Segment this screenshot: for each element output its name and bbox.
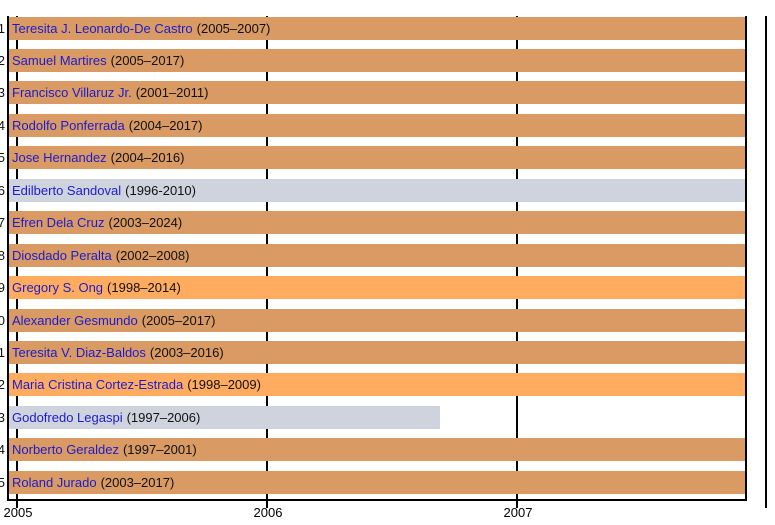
row-number: 5 <box>0 150 5 166</box>
row-number: 2 <box>0 52 5 68</box>
justice-name-link[interactable]: Teresita V. Diaz-Baldos <box>12 345 146 360</box>
justice-name-link[interactable]: Efren Dela Cruz <box>12 215 105 231</box>
row-number: 3 <box>0 85 5 101</box>
tenure-bar: Samuel Martires (2005–2017) <box>9 48 745 72</box>
axis-right-border <box>745 16 747 501</box>
term-years: (1997–2001) <box>122 442 197 458</box>
tenure-bar: Diosdado Peralta (2002–2008) <box>9 243 745 267</box>
tenure-bar: Efren Dela Cruz (2003–2024) <box>9 211 745 235</box>
justice-name-link[interactable]: Diosdado Peralta <box>12 247 112 263</box>
term-years: (2002–2008) <box>115 247 190 263</box>
tenure-bar: Teresita J. Leonardo-De Castro (2005–2007… <box>9 16 745 40</box>
justice-name-link[interactable]: Jose Hernandez <box>12 150 107 166</box>
gridline-2008 <box>765 16 767 508</box>
justice-name-link[interactable]: Godofredo Legaspi <box>12 409 123 425</box>
axis-tick-label-2006: 2006 <box>253 505 283 520</box>
justice-name-link[interactable]: Rodolfo Ponferrada <box>12 117 125 133</box>
tenure-bar: Jose Hernandez (2004–2016) <box>9 146 745 170</box>
row-number: 1 <box>0 20 5 36</box>
tenure-bar: Edilberto Sandoval (1996-2010) <box>9 178 745 202</box>
justice-name-link[interactable]: Alexander Gesmundo <box>12 312 138 328</box>
term-years: (2005–2007) <box>196 20 271 36</box>
tenure-bar: Alexander Gesmundo (2005–2017) <box>9 308 745 332</box>
row-number: 14 <box>0 442 5 458</box>
tenure-bar: Godofredo Legaspi (1997–2006) <box>9 405 440 429</box>
row-number: 10 <box>0 312 5 328</box>
row-number: 6 <box>0 182 5 198</box>
term-years: (2004–2017) <box>128 117 203 133</box>
tenure-bar: Gregory S. Ong (1998–2014) <box>9 276 745 300</box>
term-years: (2005–2017) <box>141 312 216 328</box>
axis-tick-label-2005: 2005 <box>3 505 33 520</box>
term-years: (2005–2017) <box>110 52 185 68</box>
term-years: (2003–2016) <box>149 345 224 360</box>
tenure-bar: Rodolfo Ponferrada (2004–2017) <box>9 113 745 137</box>
justice-name-link[interactable]: Roland Jurado <box>12 474 97 490</box>
row-number: 8 <box>0 247 5 263</box>
row-number: 11 <box>0 345 5 360</box>
row-number: 4 <box>0 117 5 133</box>
row-number: 12 <box>0 377 5 393</box>
justice-name-link[interactable]: Gregory S. Ong <box>12 280 104 296</box>
justice-name-link[interactable]: Norberto Geraldez <box>12 442 119 458</box>
axis-tick-label-2007: 2007 <box>503 505 533 520</box>
term-years: (2003–2017) <box>100 474 175 490</box>
term-years: (1996-2010) <box>125 182 196 198</box>
row-number: 9 <box>0 280 5 296</box>
row-number: 7 <box>0 215 5 231</box>
justice-name-link[interactable]: Samuel Martires <box>12 52 107 68</box>
term-years: (1997–2006) <box>126 409 201 425</box>
justice-name-link[interactable]: Francisco Villaruz Jr. <box>12 85 132 101</box>
row-number: 13 <box>0 409 5 425</box>
tenure-bar: Francisco Villaruz Jr. (2001–2011) <box>9 81 745 105</box>
justice-name-link[interactable]: Maria Cristina Cortez-Estrada <box>12 377 184 393</box>
axis-bottom-line <box>7 499 747 501</box>
term-years: (2001–2011) <box>135 85 209 101</box>
justice-name-link[interactable]: Edilberto Sandoval <box>12 182 122 198</box>
tenure-bar: Maria Cristina Cortez-Estrada (1998–2009) <box>9 373 745 397</box>
row-number: 15 <box>0 474 5 490</box>
term-years: (2004–2016) <box>110 150 185 166</box>
justice-name-link[interactable]: Teresita J. Leonardo-De Castro <box>12 20 193 36</box>
axis-left-border <box>7 16 9 501</box>
term-years: (2003–2024) <box>108 215 183 231</box>
tenure-bar: Roland Jurado (2003–2017) <box>9 470 745 494</box>
tenure-bar: Teresita V. Diaz-Baldos (2003–2016) <box>9 341 745 364</box>
term-years: (1998–2014) <box>107 280 181 296</box>
term-years: (1998–2009) <box>187 377 261 393</box>
tenure-bar: Norberto Geraldez (1997–2001) <box>9 438 745 462</box>
